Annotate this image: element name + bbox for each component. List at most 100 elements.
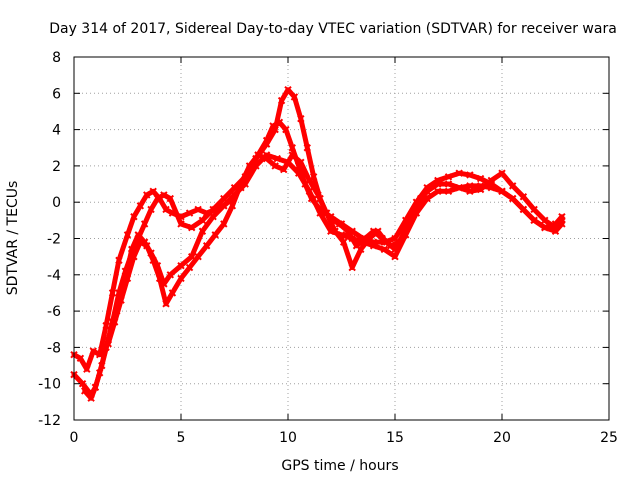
data-point — [444, 180, 453, 188]
data-point — [434, 187, 442, 196]
data-point — [391, 252, 399, 261]
data-point — [519, 193, 528, 201]
data-point — [408, 213, 416, 221]
data-point — [487, 176, 496, 185]
data-point — [339, 238, 348, 246]
data-point — [530, 216, 538, 225]
data-point — [211, 231, 219, 239]
data-point — [282, 125, 290, 134]
data-point — [143, 191, 151, 199]
data-point — [166, 271, 175, 279]
data-point — [83, 365, 91, 373]
data-point — [466, 171, 474, 179]
data-point — [177, 220, 185, 228]
data-point — [237, 180, 245, 188]
data-point — [476, 185, 485, 194]
data-point — [423, 187, 431, 196]
data-point — [91, 383, 100, 392]
data-point — [284, 85, 292, 94]
data-point — [382, 238, 391, 246]
data-point — [87, 394, 95, 402]
data-point — [297, 158, 305, 166]
data-point — [271, 125, 279, 134]
data-point — [466, 187, 474, 196]
data-point — [290, 93, 299, 101]
data-point — [541, 216, 549, 225]
data-point — [80, 387, 89, 395]
x-tick-label: 10 — [279, 430, 297, 446]
data-point — [115, 256, 123, 264]
y-tick-label: -12 — [38, 413, 61, 429]
data-point — [162, 205, 170, 214]
data-point — [508, 182, 517, 190]
data-point — [245, 162, 254, 170]
data-point — [155, 274, 164, 283]
data-point — [104, 340, 112, 348]
data-point — [297, 115, 305, 123]
data-point — [365, 234, 374, 243]
y-tick-label: -10 — [38, 377, 61, 393]
data-point — [123, 231, 132, 239]
y-tick-label: 6 — [52, 86, 61, 102]
y-tick-label: 4 — [52, 123, 61, 139]
data-point — [444, 173, 453, 181]
chart-title: Day 314 of 2017, Sidereal Day-to-day VTE… — [49, 21, 617, 37]
data-point — [202, 242, 211, 250]
data-point — [273, 154, 282, 163]
data-point — [143, 242, 151, 250]
data-point — [348, 263, 356, 272]
data-point — [78, 379, 87, 388]
data-point — [434, 180, 442, 188]
data-point — [177, 262, 185, 270]
data-point — [455, 183, 463, 192]
data-point — [185, 209, 194, 217]
data-point — [307, 194, 316, 203]
y-tick-label: -4 — [47, 268, 61, 284]
data-point — [198, 227, 207, 235]
data-point — [130, 213, 138, 221]
data-point — [89, 347, 97, 355]
series-layer — [70, 85, 566, 402]
data-point — [558, 216, 566, 225]
y-tick-label: -8 — [47, 340, 61, 356]
y-tick-label: 2 — [52, 159, 61, 175]
data-point — [277, 96, 286, 105]
x-tick-label: 0 — [70, 430, 79, 446]
data-point — [322, 209, 331, 217]
data-point — [271, 162, 279, 170]
data-point — [254, 151, 262, 159]
data-point — [399, 231, 408, 239]
y-tick-label: 0 — [52, 195, 61, 211]
series-track-c — [80, 85, 566, 402]
y-tick-label: -2 — [47, 232, 61, 248]
data-point — [185, 263, 194, 272]
y-tick-label: -6 — [47, 304, 61, 320]
data-point — [551, 223, 560, 232]
data-point — [335, 220, 344, 228]
data-point — [95, 369, 104, 377]
data-point — [140, 220, 149, 228]
data-point — [149, 256, 157, 264]
data-point — [108, 289, 117, 297]
data-point — [314, 191, 322, 199]
data-point — [541, 223, 549, 232]
grid — [74, 57, 609, 420]
data-point — [220, 194, 228, 203]
data-point — [519, 205, 528, 214]
data-point — [498, 169, 506, 177]
data-point — [305, 176, 314, 185]
data-point — [187, 223, 196, 232]
x-tick-label: 15 — [386, 430, 404, 446]
data-point — [476, 174, 485, 183]
data-point — [153, 194, 162, 203]
data-point — [262, 154, 271, 163]
data-point — [209, 205, 217, 214]
data-point — [194, 252, 202, 261]
data-point — [220, 220, 228, 228]
data-point — [288, 144, 296, 152]
series-track-d — [104, 151, 425, 348]
x-tick-label: 20 — [493, 430, 511, 446]
data-point — [123, 274, 132, 283]
data-point — [198, 216, 207, 225]
